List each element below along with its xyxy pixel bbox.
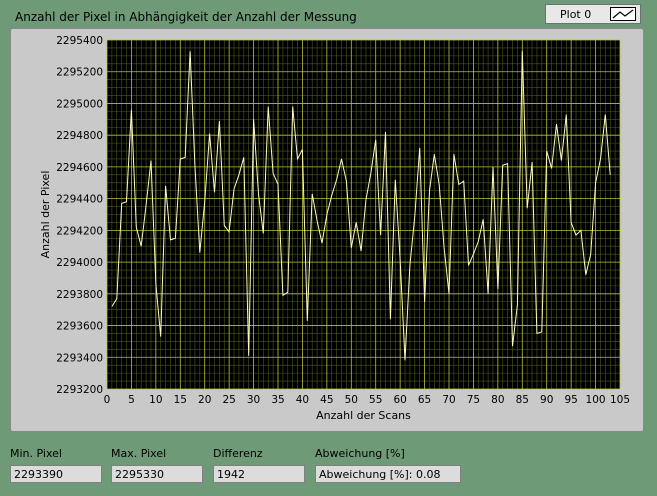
y-tick-label: 2294400 (56, 194, 103, 206)
legend-label: Plot 0 (560, 8, 592, 21)
x-tick-label: 35 (271, 394, 284, 406)
y-tick-label: 2294000 (56, 257, 103, 269)
y-tick-label: 2294800 (56, 130, 103, 142)
x-tick-label: 50 (345, 394, 358, 406)
x-tick-label: 95 (564, 394, 577, 406)
x-tick-label: 60 (393, 394, 406, 406)
differenz-label: Differenz (213, 447, 263, 460)
x-tick-label: 100 (586, 394, 606, 406)
y-tick-label: 2295200 (56, 67, 103, 79)
x-tick-label: 65 (418, 394, 431, 406)
plot-legend[interactable]: Plot 0 (545, 4, 641, 24)
x-tick-label: 80 (491, 394, 504, 406)
x-tick-label: 30 (247, 394, 260, 406)
x-tick-label: 90 (540, 394, 553, 406)
x-tick-label: 75 (467, 394, 480, 406)
y-tick-label: 2294200 (56, 225, 103, 237)
x-tick-label: 45 (320, 394, 333, 406)
x-tick-label: 70 (442, 394, 455, 406)
x-tick-label: 20 (198, 394, 211, 406)
x-tick-label: 40 (296, 394, 309, 406)
y-tick-label: 2295000 (56, 98, 103, 110)
line-style-icon[interactable] (610, 7, 636, 21)
y-tick-label: 2293600 (56, 321, 103, 333)
x-tick-label: 10 (149, 394, 162, 406)
x-tick-label: 55 (369, 394, 382, 406)
max-pixel-label: Max. Pixel (111, 447, 167, 460)
y-tick-label: 2293200 (56, 384, 103, 396)
x-tick-label: 25 (222, 394, 235, 406)
x-tick-label: 85 (516, 394, 529, 406)
x-tick-label: 5 (128, 394, 135, 406)
abweichung-label: Abweichung [%] (315, 447, 405, 460)
y-axis-label: Anzahl der Pixel (39, 171, 52, 259)
x-axis-label: Anzahl der Scans (316, 409, 411, 422)
x-tick-label: 105 (610, 394, 630, 406)
y-tick-label: 2293400 (56, 352, 103, 364)
differenz-value: 1942 (213, 465, 305, 483)
min-pixel-value: 2293390 (10, 465, 102, 483)
abweichung-value: Abweichung [%]: 0.08 (315, 465, 461, 483)
min-pixel-label: Min. Pixel (10, 447, 62, 460)
series-line (111, 51, 611, 361)
y-tick-label: 2294600 (56, 162, 103, 174)
window-title: Anzahl der Pixel in Abhängigkeit der Anz… (15, 10, 357, 24)
y-tick-label: 2295400 (56, 35, 103, 47)
max-pixel-value: 2295330 (111, 465, 203, 483)
x-tick-label: 15 (174, 394, 187, 406)
y-tick-label: 2293800 (56, 289, 103, 301)
x-tick-label: 0 (104, 394, 111, 406)
